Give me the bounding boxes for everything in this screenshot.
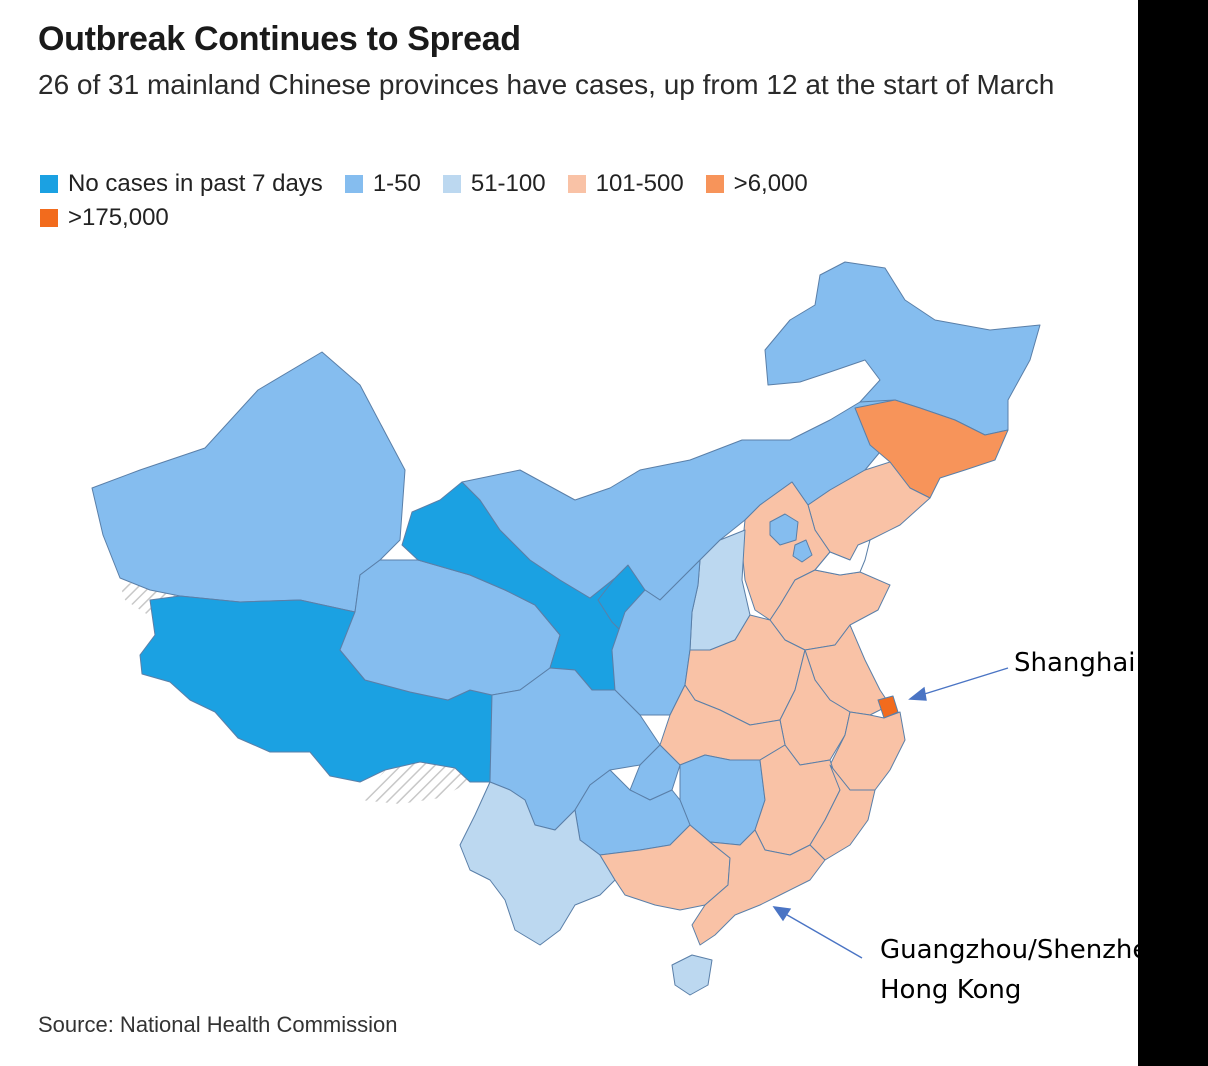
legend-item-175000: >175,000 [40,202,169,234]
shanghai-arrow-head [908,686,927,701]
source-note: Source: National Health Commission [38,1012,398,1037]
legend: No cases in past 7 days 1-50 51-100 101-… [40,168,940,234]
guangzhou-arrow-head [772,906,792,922]
region-shanghai [877,695,899,719]
legend-label: No cases in past 7 days [68,170,323,197]
guangzhou-annotation-line2: Hong Kong [880,975,1022,1005]
region-xinjiang [91,351,406,613]
legend-swatch [40,175,58,193]
legend-swatch [40,209,58,227]
guangzhou-arrow-line [781,911,863,959]
legend-label: >175,000 [68,204,169,231]
chart-title: Outbreak Continues to Spread [38,20,521,58]
shanghai-annotation: Shanghai [1014,648,1136,678]
region-beijing [769,513,799,546]
legend-item-51-100: 51-100 [442,168,546,200]
legend-swatch [442,175,461,193]
guangzhou-annotation-line1: Guangzhou/Shenzhen [880,935,1138,965]
legend-item-no-cases: No cases in past 7 days [40,168,323,200]
legend-item-1-50: 1-50 [344,168,421,200]
chart-subtitle: 26 of 31 mainland Chinese provinces have… [38,69,1055,100]
legend-swatch [567,175,586,193]
region-fujian [809,764,876,861]
legend-swatch [705,175,724,193]
region-yunnan [459,781,616,946]
region-tianjin [792,539,813,563]
legend-label: 1-50 [372,170,421,197]
legend-label: 101-500 [595,170,684,197]
legend-label: 51-100 [470,170,546,197]
legend-swatch [344,175,363,193]
shanghai-arrow-line [917,667,1009,697]
disputed-area-south [360,762,470,804]
black-side-bar [1138,0,1208,1066]
legend-item-101-500: 101-500 [567,168,684,200]
guangzhou-annotation: Guangzhou/Shenzhen Hong Kong [880,930,1138,1010]
region-hainan [671,954,713,996]
bohai-sea [814,539,871,576]
region-guangdong [691,829,826,946]
legend-label: >6,000 [733,170,808,197]
legend-item-6000: >6,000 [705,168,808,200]
